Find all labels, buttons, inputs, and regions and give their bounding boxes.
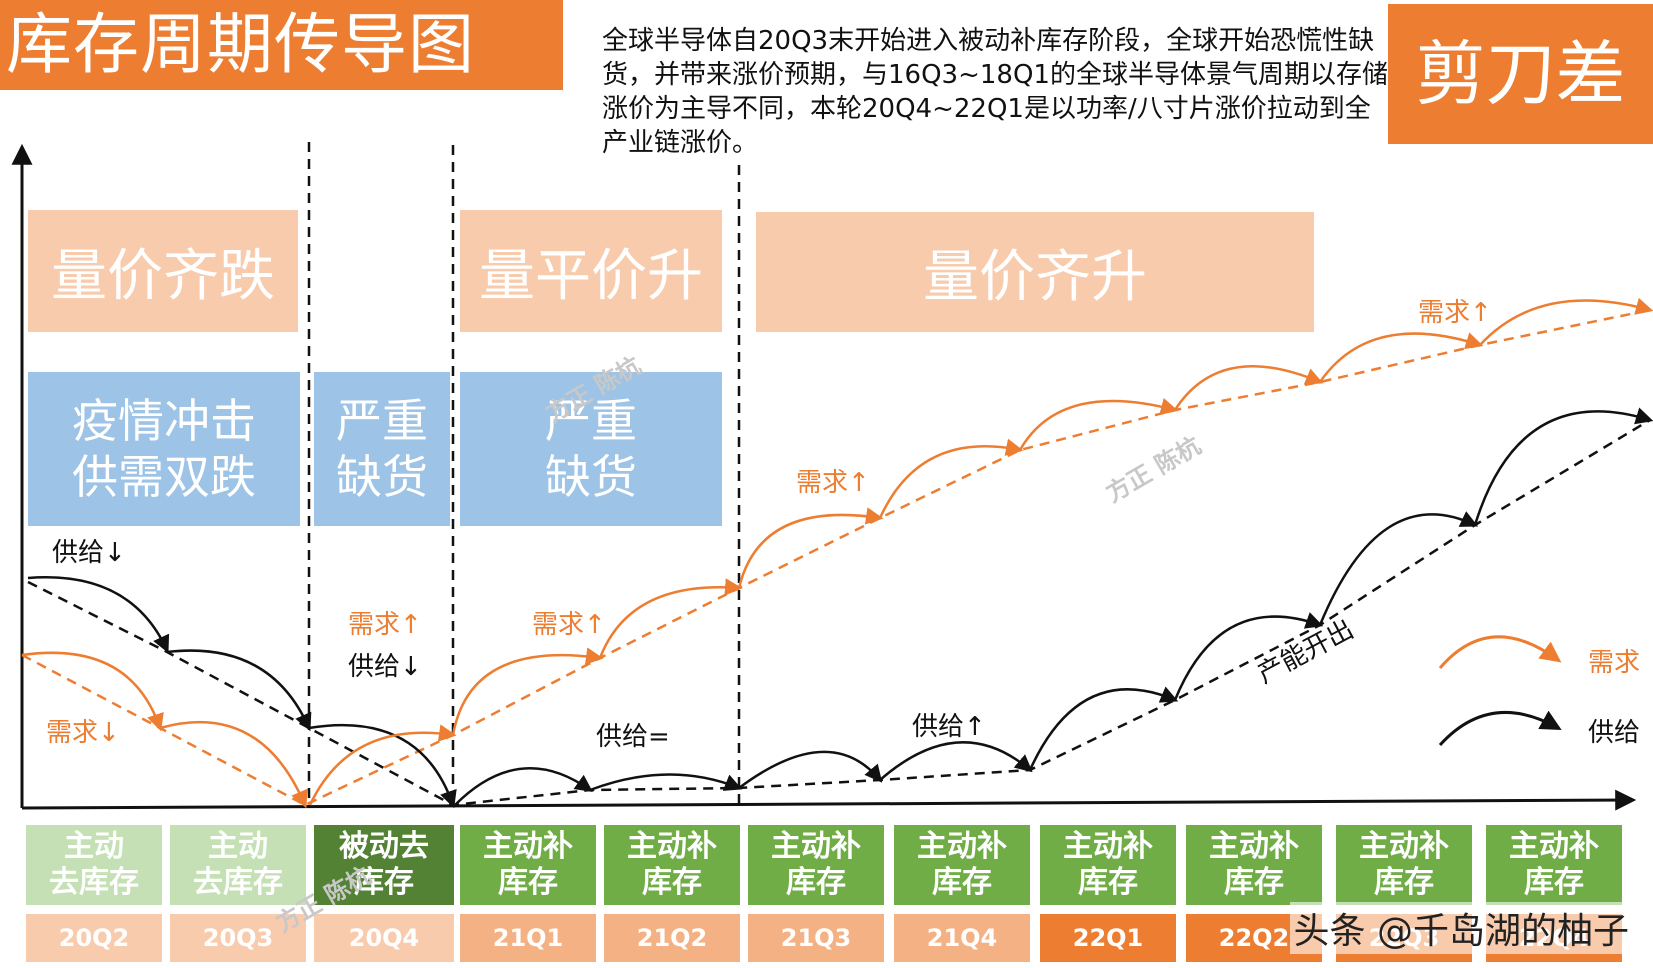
legend-demand-label: 需求 [1588, 648, 1641, 678]
page-title: 库存周期传导图 [0, 0, 563, 90]
footer-attribution: 头条 @千岛湖的柚子 [1289, 902, 1633, 954]
demand-trend-line [21, 308, 1651, 807]
label-demand-up: 需求↑ [796, 468, 870, 498]
stage-line: 库存 [1224, 865, 1284, 900]
stage-line: 库存 [354, 865, 414, 900]
label-supply-down: 供给↓ [348, 652, 422, 682]
stage-cell: 主动补 库存 [748, 825, 884, 905]
label-supply-down: 供给↓ [52, 538, 126, 568]
blue-box-line: 疫情冲击 [72, 394, 256, 448]
stage-line: 主动 [64, 829, 124, 864]
stage-line: 主动补 [627, 829, 717, 864]
blue-box-line: 供需双跌 [72, 450, 256, 504]
scissor-gap-label: 剪刀差 [1388, 4, 1653, 144]
label-demand-down: 需求↓ [46, 718, 120, 748]
label-demand-up: 需求↑ [532, 610, 606, 640]
quarter-cell: 21Q2 [604, 914, 740, 962]
quarter-cell: 20Q4 [314, 914, 454, 962]
phase-box-price-volume-rise: 量价齐升 [756, 212, 1314, 332]
supply-arcs [27, 407, 1653, 809]
stage-line: 库存 [1078, 865, 1138, 900]
blue-box-line: 缺货 [545, 450, 637, 504]
stage-line: 去库存 [193, 865, 283, 900]
blue-box-severe-shortage-1: 严重 缺货 [314, 372, 450, 526]
quarter-cell: 20Q2 [26, 914, 162, 962]
stage-line: 库存 [786, 865, 846, 900]
phase-box-price-volume-fall: 量价齐跌 [28, 210, 298, 332]
stage-cell: 主动补 库存 [1336, 825, 1472, 905]
stage-line: 主动补 [917, 829, 1007, 864]
x-axis [21, 789, 1637, 811]
quarter-cell: 21Q1 [460, 914, 596, 962]
blue-box-pandemic-shock: 疫情冲击 供需双跌 [28, 372, 300, 526]
stage-cell: 主动补 库存 [604, 825, 740, 905]
stage-cell: 主动补 库存 [1040, 825, 1176, 905]
stage-line: 库存 [498, 865, 558, 900]
stage-cell: 主动 去库存 [170, 825, 306, 905]
stage-cell: 主动补 库存 [894, 825, 1030, 905]
stage-line: 库存 [932, 865, 992, 900]
quarter-cell: 20Q3 [170, 914, 306, 962]
blue-box-line: 缺货 [336, 450, 428, 504]
stage-line: 被动去 [339, 829, 429, 864]
quarter-cell: 22Q1 [1040, 914, 1176, 962]
stage-line: 库存 [1374, 865, 1434, 900]
stage-line: 主动补 [1359, 829, 1449, 864]
description-text: 全球半导体自20Q3末开始进入被动补库存阶段，全球开始恐慌性缺货，并带来涨价预期… [602, 26, 1388, 158]
legend-demand-arc [1438, 635, 1562, 669]
quarter-cell: 21Q3 [748, 914, 884, 962]
stage-line: 去库存 [49, 865, 139, 900]
stage-line: 主动补 [771, 829, 861, 864]
stage-line: 主动补 [1209, 829, 1299, 864]
label-supply-up: 供给↑ [912, 712, 986, 742]
supply-trend-line [27, 418, 1651, 807]
label-demand-up: 需求↑ [1418, 298, 1492, 328]
stage-cell: 主动补 库存 [1486, 825, 1622, 905]
stage-line: 主动补 [1063, 829, 1153, 864]
stage-cell: 主动补 库存 [1186, 825, 1322, 905]
legend-supply-arc [1438, 710, 1562, 747]
stage-line: 库存 [1524, 865, 1584, 900]
blue-box-line: 严重 [545, 394, 637, 448]
stage-line: 主动 [208, 829, 268, 864]
stage-cell: 被动去 库存 [314, 825, 454, 905]
legend-supply-label: 供给 [1588, 718, 1641, 748]
label-supply-equal: 供给= [596, 722, 670, 752]
stage-cell: 主动 去库存 [26, 825, 162, 905]
stage-cell: 主动补 库存 [460, 825, 596, 905]
stage-line: 主动补 [483, 829, 573, 864]
quarter-cell: 21Q4 [894, 914, 1030, 962]
blue-box-line: 严重 [336, 394, 428, 448]
stage-line: 库存 [642, 865, 702, 900]
blue-box-severe-shortage-2: 严重 缺货 [460, 372, 722, 526]
stage-line: 主动补 [1509, 829, 1599, 864]
phase-box-volume-flat-price-up: 量平价升 [460, 210, 722, 332]
label-demand-up: 需求↑ [348, 610, 422, 640]
demand-arcs [21, 297, 1653, 809]
